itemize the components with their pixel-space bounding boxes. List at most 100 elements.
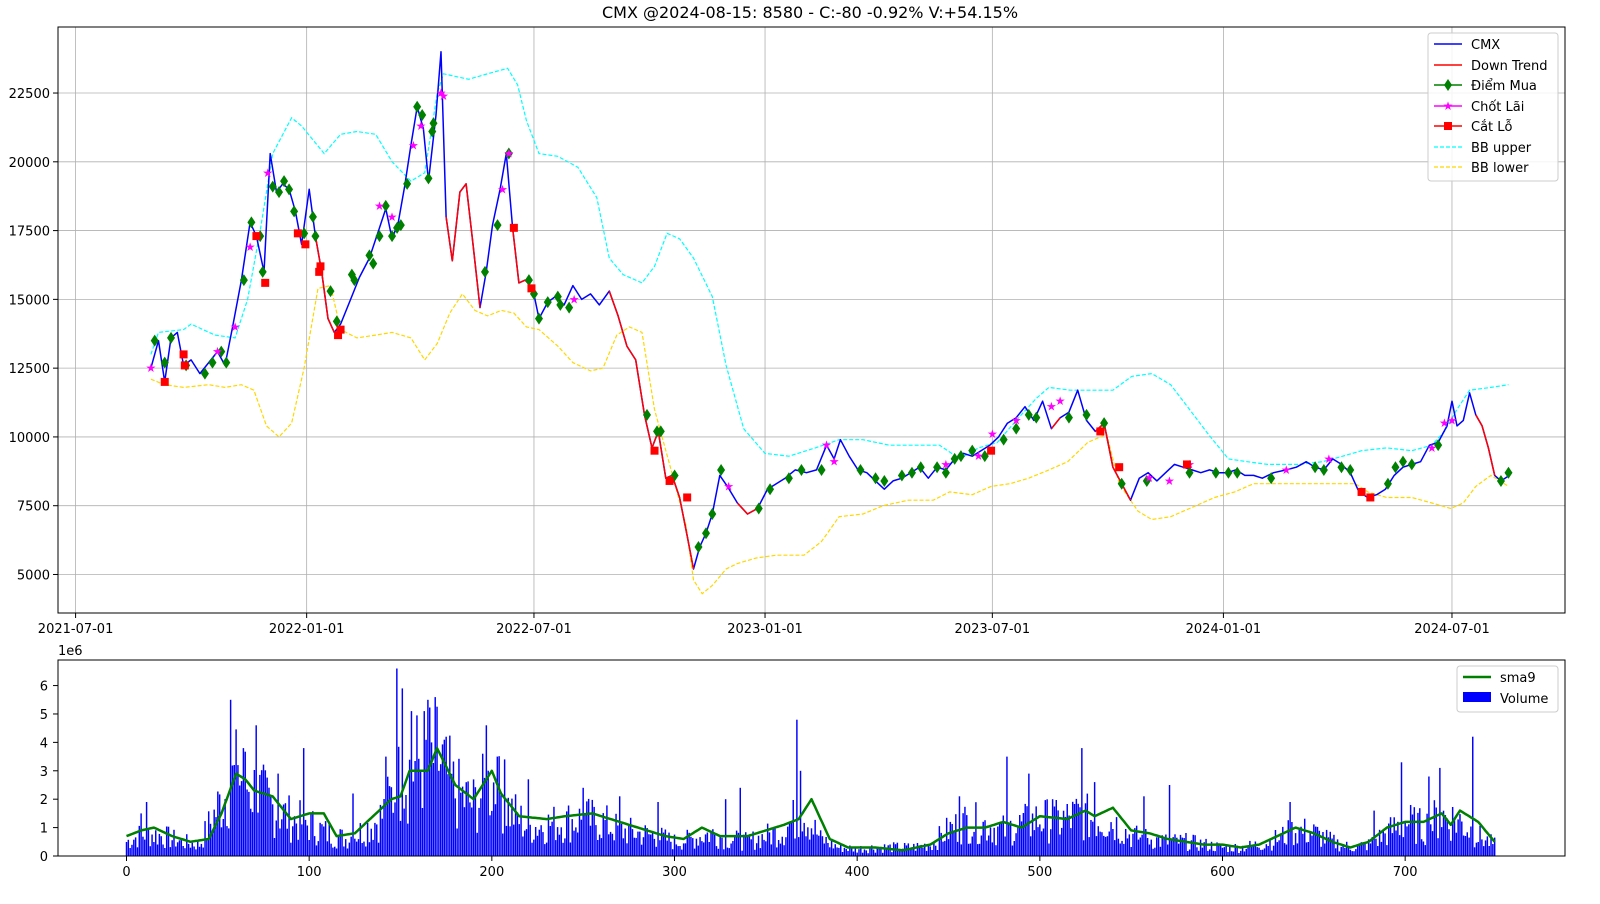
volume-bar <box>684 843 687 856</box>
volume-bar <box>334 846 336 856</box>
take-profit-marker: ★ <box>1426 441 1437 455</box>
volume-bar <box>525 829 528 856</box>
volume-bar <box>1265 844 1268 856</box>
volume-bar <box>788 823 791 856</box>
volume-bar <box>1355 849 1357 856</box>
volume-bar <box>1336 839 1339 856</box>
bb-upper-line <box>150 67 1509 465</box>
volume-bar <box>763 839 765 856</box>
buy-point-marker <box>702 527 711 540</box>
volume-bar <box>650 834 652 856</box>
volume-bar <box>620 823 623 856</box>
volume-bar <box>644 825 646 856</box>
volume-bar <box>706 832 709 856</box>
volume-bar <box>1229 844 1231 856</box>
volume-bar <box>317 841 320 856</box>
volume-x-tick-label: 400 <box>845 865 870 880</box>
volume-bar <box>1154 847 1156 856</box>
volume-bar <box>743 834 745 856</box>
volume-y-tick-label: 5 <box>40 708 48 723</box>
volume-bar <box>816 834 818 856</box>
stop-loss-marker <box>336 325 345 334</box>
volume-bar <box>755 843 758 856</box>
buy-point-marker <box>365 249 374 262</box>
volume-bar <box>290 842 292 856</box>
buy-point-marker <box>1142 474 1151 487</box>
volume-bar <box>646 828 648 856</box>
volume-bar <box>617 825 619 856</box>
volume-bar <box>1477 842 1479 856</box>
volume-bar <box>189 847 192 856</box>
volume-bar <box>741 850 743 856</box>
volume-bar <box>1309 832 1311 856</box>
price-y-tick-label: 20000 <box>9 156 50 171</box>
volume-bar <box>1459 814 1461 856</box>
buy-point-marker <box>1024 408 1033 421</box>
volume-bar <box>246 789 248 856</box>
volume-bar <box>383 799 385 856</box>
volume-bar <box>127 839 130 856</box>
volume-bar <box>271 804 274 856</box>
legend-marker-take-profit: ★ <box>1443 99 1454 113</box>
volume-bar <box>1230 851 1233 856</box>
buy-point-marker <box>1064 411 1073 424</box>
volume-bar <box>1207 850 1209 856</box>
price-x-tick-label: 2022-01-01 <box>269 622 345 637</box>
volume-bar <box>197 840 199 856</box>
legend-label-stop-loss: Cắt Lỗ <box>1471 120 1513 135</box>
volume-bar <box>1099 831 1101 856</box>
volume-bar <box>1358 843 1361 856</box>
volume-bar <box>909 848 911 856</box>
volume-bar <box>830 839 833 856</box>
volume-bar <box>1170 840 1173 856</box>
volume-bar <box>386 776 389 856</box>
volume-bar <box>1050 829 1052 856</box>
volume-bar <box>1015 833 1017 856</box>
volume-bar <box>1293 845 1295 856</box>
volume-bar <box>175 846 177 856</box>
volume-bar <box>275 820 278 856</box>
volume-bar <box>136 847 139 856</box>
volume-bar <box>978 843 981 856</box>
buy-point-marker <box>428 125 437 138</box>
down-trend-segment <box>1094 422 1132 501</box>
volume-bar <box>439 764 442 856</box>
volume-bar <box>365 846 367 856</box>
volume-bar <box>953 831 955 856</box>
volume-plot-frame <box>57 659 1566 857</box>
volume-bar <box>140 813 142 856</box>
volume-bar <box>487 770 489 856</box>
take-profit-marker: ★ <box>829 455 840 469</box>
volume-y-tick-label: 6 <box>40 680 48 695</box>
volume-bar <box>688 832 690 856</box>
volume-bar <box>425 739 427 856</box>
volume-bar <box>840 843 842 856</box>
volume-bar <box>748 836 751 856</box>
volume-bar <box>469 802 471 856</box>
buy-point-marker <box>1407 458 1416 471</box>
volume-bar <box>396 668 398 856</box>
volume-bar <box>933 841 935 856</box>
volume-y-tick-label: 3 <box>40 765 48 780</box>
volume-bar <box>1247 847 1249 856</box>
volume-bar <box>821 836 824 856</box>
buy-point-marker <box>413 100 422 113</box>
volume-bar <box>637 831 639 856</box>
volume-bar <box>1198 850 1200 856</box>
buy-point-marker <box>150 334 159 347</box>
take-profit-marker: ★ <box>408 138 419 152</box>
buy-point-marker <box>1398 455 1407 468</box>
price-x-tick-label: 2023-07-01 <box>955 622 1031 637</box>
volume-bar <box>869 848 871 856</box>
stop-loss-marker <box>315 267 324 276</box>
volume-bar <box>489 815 491 856</box>
volume-bar <box>368 842 371 856</box>
buy-point-marker <box>817 463 826 476</box>
buy-point-marker <box>1337 461 1346 474</box>
buy-point-marker <box>1012 422 1021 435</box>
price-y-axis-ticks: 5000 7500 10000 12500 15000 17500 20000 22500 <box>9 87 58 583</box>
price-y-tick-label: 12500 <box>9 362 50 377</box>
volume-bar <box>1238 853 1240 856</box>
volume-bar <box>555 840 557 856</box>
buy-point-marker <box>429 117 438 130</box>
